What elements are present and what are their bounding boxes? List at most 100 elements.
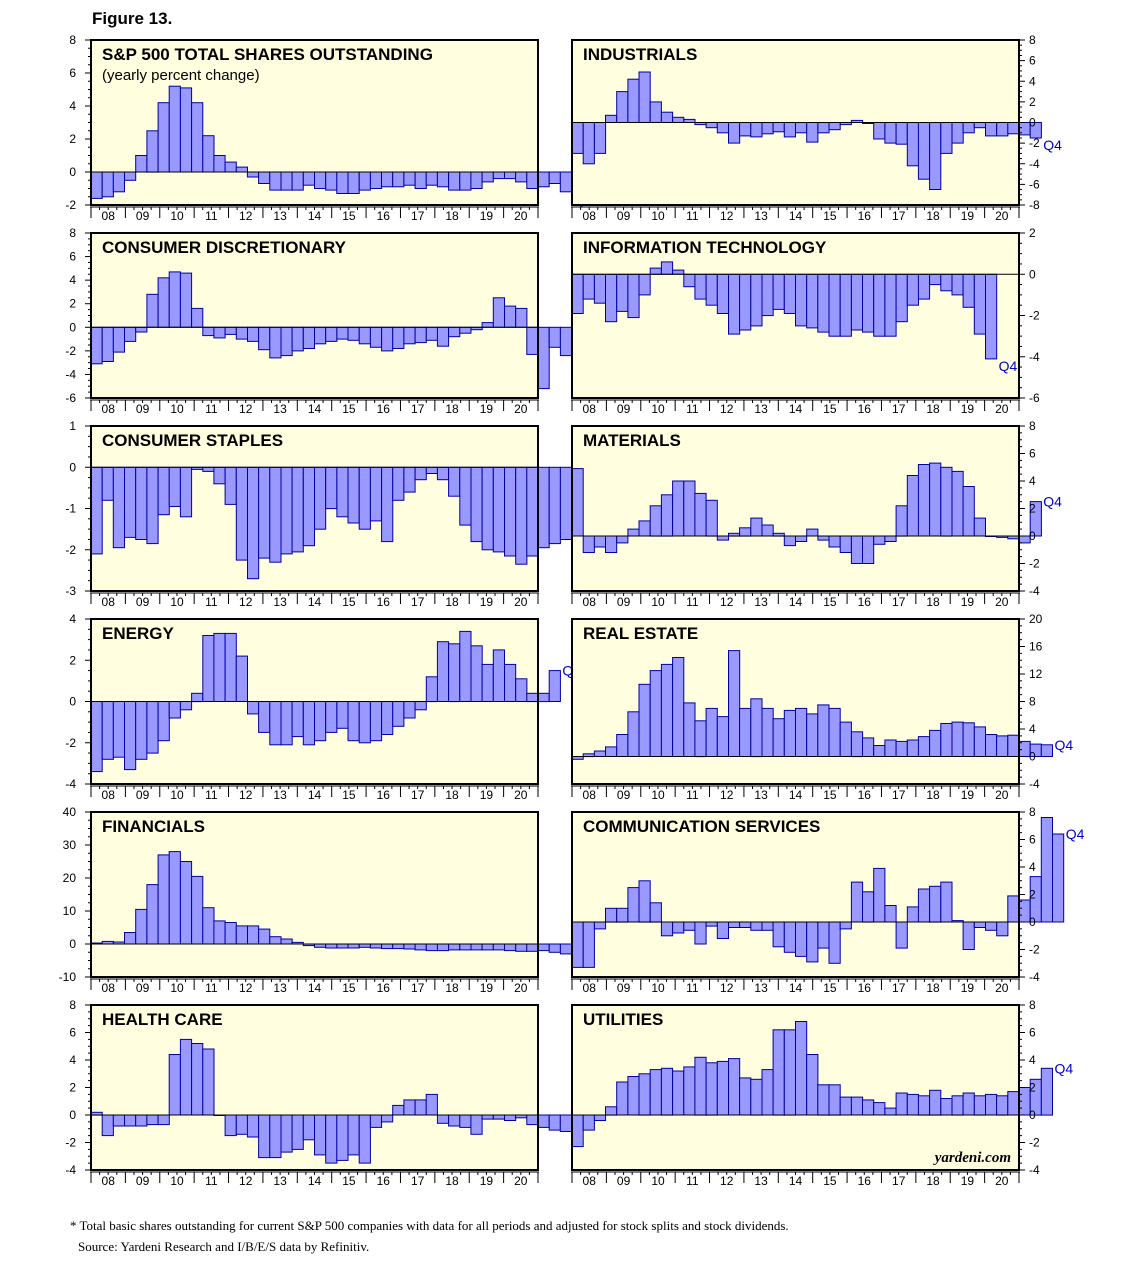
x-tick-label: 20 (995, 981, 1009, 995)
bar (638, 683, 651, 757)
bar (817, 273, 830, 333)
y-tick-label: 1 (69, 419, 76, 433)
bar (783, 1029, 796, 1116)
y-tick-label: 0 (69, 460, 76, 474)
bar (392, 466, 405, 501)
bar (314, 326, 327, 345)
bar (448, 943, 461, 951)
bar (850, 535, 864, 564)
bar (425, 676, 438, 703)
bar (839, 273, 852, 337)
panel-subtitle: (yearly percent change) (102, 67, 260, 84)
bar (202, 135, 215, 173)
x-tick-label: 18 (445, 981, 459, 995)
bar (839, 721, 852, 757)
bar (548, 326, 561, 348)
x-tick-label: 17 (411, 981, 425, 995)
bar (258, 326, 271, 351)
bar (660, 111, 674, 123)
bar (224, 466, 237, 505)
charts-grid: Q4 S&P 500 TOTAL SHARES OUTSTANDING (yearl… (59, 33, 1085, 1188)
bar (381, 701, 394, 735)
y-tick-label: 30 (63, 838, 77, 852)
y-tick-label: -6 (1029, 177, 1040, 191)
bar (716, 273, 729, 314)
bar (884, 905, 897, 923)
chart-panel-real-estate: Q4 REAL ESTATE -4 0 4 8 12 16 20 08 09 10 11 12 13 14 15… (571, 612, 1073, 802)
y-tick-label: -2 (65, 344, 76, 358)
bar (559, 326, 573, 357)
bar (884, 122, 897, 144)
x-tick-label: 15 (823, 788, 837, 802)
x-tick-label: 16 (377, 209, 391, 223)
bar (761, 1069, 774, 1116)
latest-quarter-label: Q4 (999, 358, 1018, 374)
x-tick-label: 16 (858, 595, 872, 609)
y-tick-label: 20 (63, 871, 77, 885)
bar (548, 171, 561, 184)
bar (135, 701, 148, 760)
bar (280, 326, 293, 357)
x-tick-label: 16 (858, 402, 872, 416)
bar (526, 1114, 539, 1126)
bar (806, 273, 819, 329)
x-tick-label: 16 (858, 981, 872, 995)
bar (548, 943, 561, 953)
bar (728, 1058, 741, 1116)
bar (817, 122, 830, 134)
bar (940, 122, 953, 154)
bar (291, 171, 304, 191)
bar (795, 535, 808, 542)
x-tick-label: 08 (583, 402, 597, 416)
bar (605, 535, 618, 553)
bar (492, 1114, 505, 1120)
y-tick-label: -3 (65, 584, 76, 598)
bar (761, 273, 774, 317)
x-tick-label: 08 (583, 209, 597, 223)
bar (191, 1043, 204, 1116)
bar (973, 517, 986, 537)
bar (649, 101, 662, 124)
bar (705, 122, 718, 129)
bar (90, 171, 103, 199)
bar (694, 1056, 707, 1116)
x-tick-label: 13 (273, 402, 287, 416)
x-tick-label: 08 (583, 595, 597, 609)
y-tick-label: -4 (65, 777, 76, 791)
bar (179, 87, 193, 173)
bar (694, 720, 707, 758)
bar (571, 921, 584, 968)
bar (448, 643, 461, 703)
x-tick-label: 09 (136, 595, 150, 609)
x-tick-label: 17 (411, 595, 425, 609)
x-tick-label: 10 (170, 402, 184, 416)
bar (302, 1114, 315, 1141)
bar (683, 273, 696, 288)
bar (381, 466, 394, 543)
chart-panel-consumer-discretionary: Q4CONSUMER DISCRETIONARY-6-4-20246808091… (65, 226, 603, 416)
panel-title: UTILITIES (583, 1010, 663, 1029)
bar (448, 1114, 461, 1127)
bar (906, 739, 919, 757)
bar (526, 692, 539, 703)
x-tick-label: 13 (273, 595, 287, 609)
bar (202, 907, 215, 945)
x-tick-label: 12 (720, 981, 734, 995)
bar (414, 466, 427, 481)
bar (716, 1060, 729, 1116)
x-tick-label: 09 (136, 209, 150, 223)
x-tick-label: 20 (514, 595, 528, 609)
bar (839, 535, 852, 553)
bar (761, 921, 774, 931)
bar (325, 326, 338, 342)
bar (515, 943, 528, 952)
bar (973, 1095, 986, 1116)
bar (828, 122, 841, 131)
x-tick-label: 12 (239, 1174, 253, 1188)
bar (358, 1114, 371, 1164)
x-tick-label: 08 (102, 1174, 116, 1188)
x-tick-label: 10 (170, 209, 184, 223)
bar (817, 535, 830, 541)
x-tick-label: 15 (823, 209, 837, 223)
